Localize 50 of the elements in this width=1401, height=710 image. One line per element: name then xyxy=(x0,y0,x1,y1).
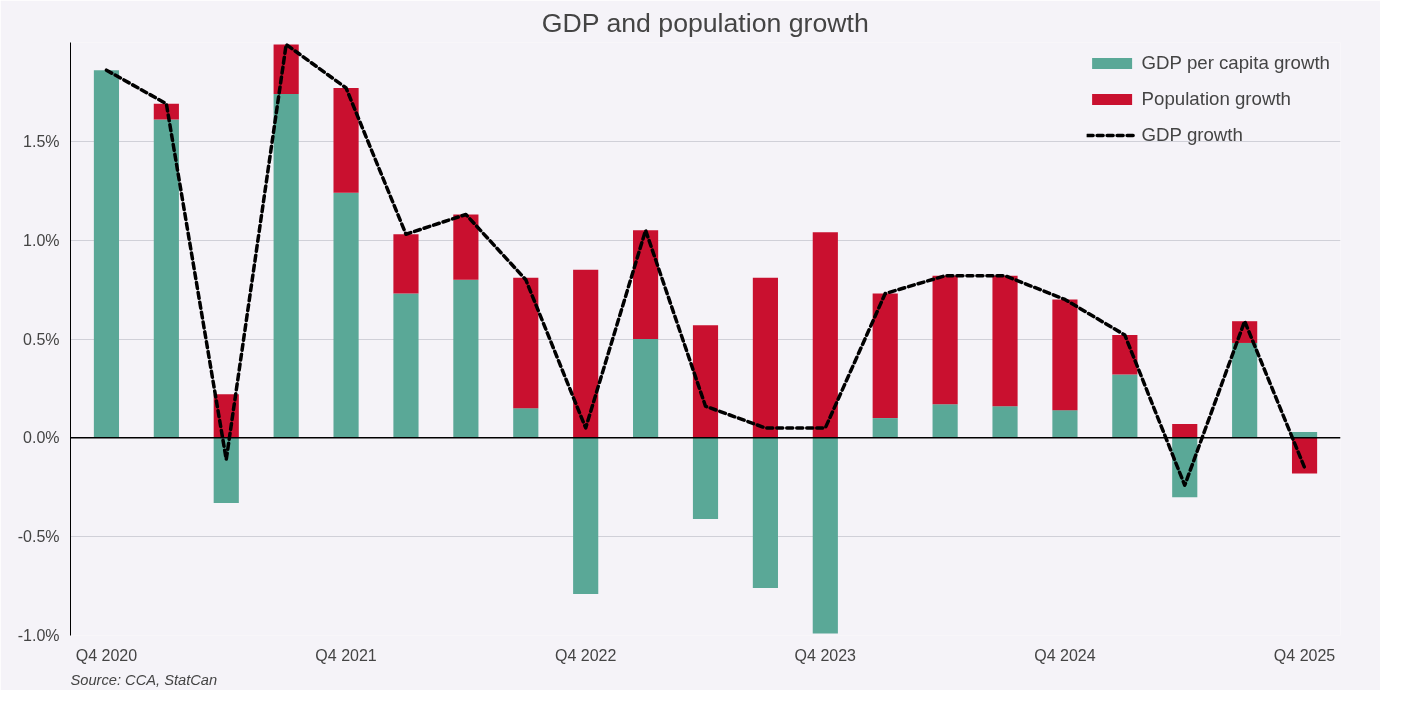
bar xyxy=(453,279,479,438)
bar xyxy=(1052,299,1078,411)
bar xyxy=(333,87,359,193)
bar xyxy=(573,437,599,594)
x-tick-label: Q4 2021 xyxy=(315,646,377,664)
bar xyxy=(692,325,719,438)
bar xyxy=(992,406,1018,438)
chart-title: GDP and population growth xyxy=(541,7,869,38)
source-note: Source: CCA, StatCan xyxy=(70,671,218,688)
bar xyxy=(692,437,719,519)
bar xyxy=(1172,424,1198,438)
bar xyxy=(872,293,898,419)
bar xyxy=(1232,342,1258,438)
bar xyxy=(752,437,778,589)
y-tick-label: 1.0% xyxy=(23,231,60,249)
bar xyxy=(932,404,958,438)
y-tick-label: 0.0% xyxy=(23,429,60,447)
bar xyxy=(752,277,778,438)
legend-label: GDP growth xyxy=(1141,124,1243,146)
y-tick-label: 0.5% xyxy=(23,330,60,348)
x-tick-label: Q4 2023 xyxy=(794,646,857,664)
x-tick-label: Q4 2025 xyxy=(1273,646,1336,664)
bar xyxy=(812,232,838,438)
legend-label: Population growth xyxy=(1141,88,1291,110)
bar xyxy=(333,192,359,438)
bar xyxy=(393,234,419,294)
bar xyxy=(273,93,299,438)
bar xyxy=(573,269,599,438)
bar xyxy=(213,437,239,504)
bar xyxy=(513,408,539,438)
legend-label: GDP per capita growth xyxy=(1141,52,1330,74)
y-tick-label: 1.5% xyxy=(23,132,60,150)
x-tick-label: Q4 2022 xyxy=(555,646,617,664)
bar xyxy=(633,230,659,339)
bar xyxy=(153,119,179,438)
bar xyxy=(1112,374,1138,438)
bar xyxy=(93,70,120,438)
bar xyxy=(992,275,1018,407)
bar xyxy=(633,339,659,438)
bar xyxy=(1052,410,1078,438)
y-tick-label: -1.0% xyxy=(17,627,60,644)
x-tick-label: Q4 2020 xyxy=(75,646,138,664)
bar xyxy=(932,275,958,405)
bar xyxy=(513,277,539,409)
bar xyxy=(812,437,838,634)
x-tick-label: Q4 2024 xyxy=(1034,646,1096,664)
bar xyxy=(453,214,479,280)
y-tick-label: -0.5% xyxy=(17,528,60,546)
bar xyxy=(872,418,898,438)
bar xyxy=(393,293,419,438)
